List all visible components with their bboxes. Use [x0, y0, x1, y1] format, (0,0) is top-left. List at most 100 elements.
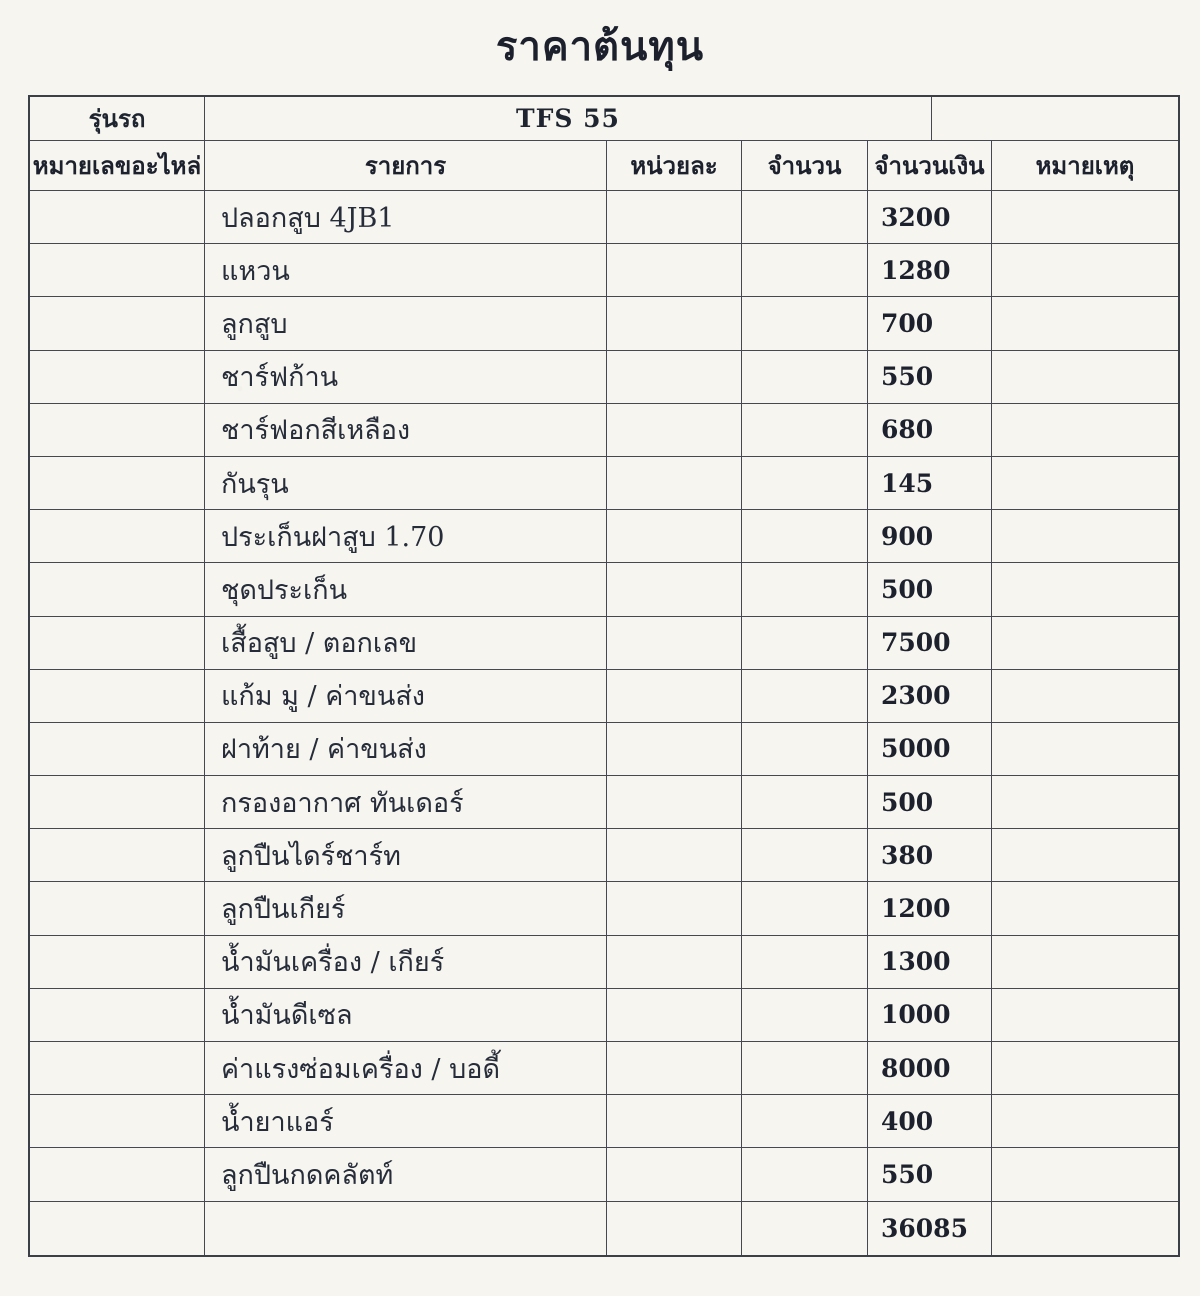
part-number-cell [30, 829, 205, 882]
quantity-cell [742, 935, 868, 988]
remarks-cell [992, 510, 1178, 562]
remarks-cell [992, 1148, 1178, 1200]
table-row: ลูกสูบ 700 [30, 297, 1178, 351]
item-cell: ลูกปืนเกียร์ [205, 882, 607, 935]
part-number-cell [30, 1201, 205, 1255]
table-row: ฝาท้าย / ค่าขนส่ง 5000 [30, 722, 1178, 777]
remarks-cell [992, 670, 1178, 722]
quantity-cell [742, 776, 868, 829]
remarks-cell [992, 989, 1178, 1041]
table-row: ชาร์ฟอกสีเหลือง 680 [30, 403, 1178, 457]
remarks-cell [992, 563, 1178, 615]
item-cell: น้ำยาแอร์ [205, 1095, 607, 1148]
part-number-cell [30, 722, 205, 776]
table-row: ค่าแรงซ่อมเครื่อง / บอดี้ 8000 [30, 1042, 1178, 1096]
total-amount-cell: 36085 [868, 1201, 992, 1255]
table-row: ลูกปืนกดคลัตท์ 550 [30, 1148, 1178, 1202]
unit-price-cell [607, 456, 742, 510]
table-row: เสื้อสูบ / ตอกเลข 7500 [30, 616, 1178, 670]
item-cell: ชุดประเก็น [205, 563, 607, 616]
item-cell: กรองอากาศ ทันเดอร์ [205, 776, 607, 829]
model-blank-cell [932, 97, 1178, 140]
quantity-cell [742, 456, 868, 510]
amount-cell: 500 [868, 776, 992, 829]
amount-cell: 550 [868, 1148, 992, 1201]
quantity-cell [742, 563, 868, 616]
unit-price-cell [607, 1148, 742, 1201]
total-row: 36085 [30, 1201, 1178, 1255]
remarks-cell [992, 244, 1178, 296]
part-number-cell [30, 616, 205, 669]
unit-price-cell [607, 191, 742, 244]
amount-cell: 2300 [868, 669, 992, 722]
amount-cell: 900 [868, 510, 992, 563]
amount-cell: 500 [868, 563, 992, 616]
item-cell: เสื้อสูบ / ตอกเลข [205, 616, 607, 669]
table-row: น้ำมันเครื่อง / เกียร์ 1300 [30, 935, 1178, 989]
amount-cell: 5000 [868, 722, 992, 776]
header-part-number: หมายเลขอะไหล่ [30, 141, 205, 190]
part-number-cell [30, 191, 205, 244]
remarks-cell [992, 457, 1178, 509]
quantity-cell [742, 297, 868, 350]
remarks-cell [992, 617, 1178, 669]
remarks-cell [992, 191, 1178, 243]
part-number-cell [30, 563, 205, 616]
table-row: แก้ม มู / ค่าขนส่ง 2300 [30, 669, 1178, 723]
quantity-cell [742, 1042, 868, 1095]
item-cell: ค่าแรงซ่อมเครื่อง / บอดี้ [205, 1042, 607, 1095]
unit-price-cell [607, 935, 742, 988]
header-row: หมายเลขอะไหล่ รายการ หน่วยละ จำนวน จำนวน… [30, 141, 1178, 191]
quantity-cell [742, 1095, 868, 1148]
model-row: รุ่นรถ TFS 55 [30, 97, 1178, 141]
unit-price-cell [607, 510, 742, 563]
header-quantity: จำนวน [742, 141, 868, 190]
unit-price-cell [607, 616, 742, 669]
amount-cell: 1280 [868, 244, 992, 297]
part-number-cell [30, 1148, 205, 1201]
item-cell: ลูกสูบ [205, 297, 607, 350]
part-number-cell [30, 776, 205, 829]
part-number-cell [30, 1042, 205, 1095]
item-cell: แก้ม มู / ค่าขนส่ง [205, 669, 607, 722]
quantity-cell [742, 244, 868, 297]
quantity-cell [742, 403, 868, 456]
quantity-cell [742, 1201, 868, 1255]
unit-price-cell [607, 1042, 742, 1095]
table-row: ลูกปืนเกียร์ 1200 [30, 882, 1178, 936]
part-number-cell [30, 882, 205, 935]
part-number-cell [30, 403, 205, 456]
item-cell: กันรุน [205, 456, 607, 510]
header-amount: จำนวนเงิน [868, 141, 992, 190]
table-row: ชุดประเก็น 500 [30, 563, 1178, 617]
table-row: น้ำมันดีเซล 1000 [30, 988, 1178, 1042]
remarks-cell [992, 1042, 1178, 1094]
quantity-cell [742, 669, 868, 722]
quantity-cell [742, 616, 868, 669]
amount-cell: 1200 [868, 882, 992, 935]
quantity-cell [742, 191, 868, 244]
cost-table: รุ่นรถ TFS 55 หมายเลขอะไหล่ รายการ หน่วย… [28, 95, 1180, 1257]
amount-cell: 3200 [868, 191, 992, 244]
remarks-cell [992, 297, 1178, 349]
remarks-cell [992, 351, 1178, 403]
unit-price-cell [607, 403, 742, 456]
table-row: น้ำยาแอร์ 400 [30, 1095, 1178, 1149]
item-cell: น้ำมันดีเซล [205, 988, 607, 1041]
model-value-cell: TFS 55 [205, 97, 932, 140]
part-number-cell [30, 988, 205, 1041]
part-number-cell [30, 297, 205, 350]
header-item: รายการ [205, 141, 607, 190]
item-cell: ปลอกสูบ 4JB1 [205, 191, 607, 244]
unit-price-cell [607, 988, 742, 1041]
remarks-cell [992, 936, 1178, 988]
amount-cell: 380 [868, 829, 992, 882]
part-number-cell [30, 935, 205, 988]
item-cell: น้ำมันเครื่อง / เกียร์ [205, 935, 607, 988]
item-cell: ชาร์ฟอกสีเหลือง [205, 403, 607, 456]
header-remarks: หมายเหตุ [1035, 151, 1135, 180]
table-row: ประเก็นฝาสูบ 1.70 900 [30, 510, 1178, 564]
unit-price-cell [607, 776, 742, 829]
item-cell: ลูกปืนกดคลัตท์ [205, 1148, 607, 1201]
